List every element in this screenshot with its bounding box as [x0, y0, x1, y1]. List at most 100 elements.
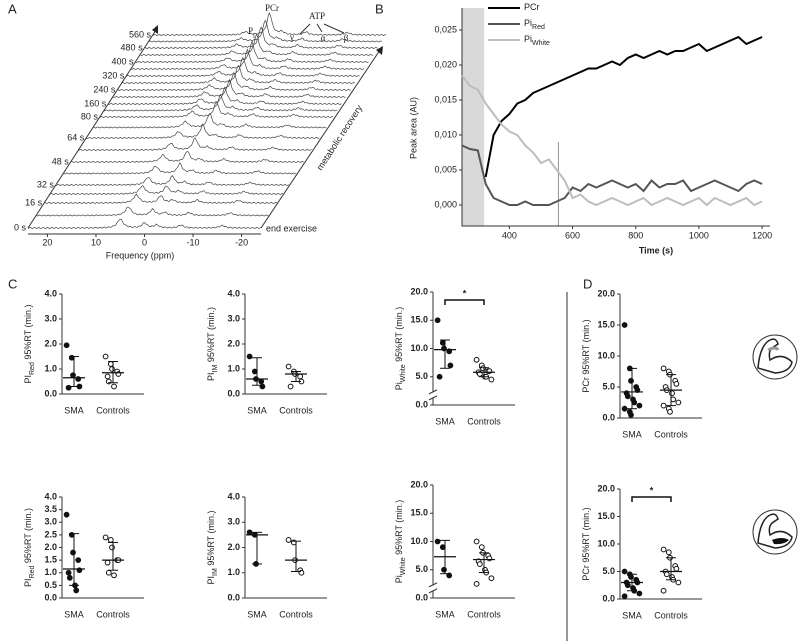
series-line — [461, 144, 763, 206]
data-point — [70, 372, 76, 379]
legend-label: PCr — [524, 2, 540, 12]
spectrum — [78, 137, 312, 152]
spectrum — [27, 218, 262, 230]
y-tick-label: 3.0 — [227, 313, 240, 323]
y-axis-label-part: Pi — [394, 382, 404, 390]
axis-break-gap — [429, 584, 437, 591]
data-point — [478, 544, 485, 551]
x-tick-label: 400 — [502, 230, 517, 240]
data-point — [670, 396, 677, 403]
data-point — [109, 544, 115, 551]
data-point — [660, 402, 667, 409]
y-axis-label-part: PCr 95%RT (min.) — [581, 319, 591, 392]
data-point — [628, 412, 634, 418]
spectrum — [121, 64, 356, 85]
y-axis-label-part: White — [400, 364, 407, 382]
data-point — [673, 381, 680, 387]
data-point — [246, 353, 253, 360]
x-tick-label: 20 — [42, 237, 52, 247]
data-point — [102, 534, 109, 541]
data-point — [488, 376, 495, 383]
data-point — [66, 574, 73, 581]
peak-label: γ — [289, 32, 294, 42]
time-label: 240 s — [93, 84, 116, 94]
data-point — [63, 342, 70, 349]
y-tick-label: 2.0 — [227, 542, 240, 552]
spectrum — [144, 26, 378, 50]
time-label: 16 s — [25, 197, 43, 207]
y-tick-label: 10.0 — [597, 350, 615, 360]
data-point — [631, 399, 638, 406]
x-axis-label: Frequency (ppm) — [106, 250, 175, 260]
y-tick-label: 2.0 — [44, 338, 57, 348]
data-point — [473, 580, 480, 587]
spectrum — [108, 86, 342, 106]
x-tick-label: -10 — [187, 237, 200, 247]
data-point — [104, 559, 111, 566]
y-tick-label: 5.0 — [415, 564, 428, 574]
data-point — [628, 574, 634, 580]
x-tick-label: Controls — [96, 609, 130, 619]
legend-label-part: Red — [532, 24, 545, 31]
y-tick-label: 0.0 — [602, 412, 615, 422]
y-axis-label-part: PI — [206, 576, 216, 585]
x-tick-label: Controls — [96, 405, 130, 415]
data-point — [439, 339, 446, 346]
x-tick-label: SMA — [247, 405, 267, 415]
y-axis-label-part: White — [400, 557, 407, 575]
x-tick-label: Controls — [654, 610, 688, 620]
y-tick-label: 10.0 — [410, 536, 428, 546]
time-label: 480 s — [121, 42, 144, 52]
y-tick-label: 0,000 — [434, 199, 457, 209]
y-axis-label-part: PI — [206, 372, 216, 381]
spectrum — [63, 162, 297, 175]
panel-label: B — [375, 1, 384, 16]
data-point — [624, 393, 631, 400]
y-tick-label: 15.0 — [410, 315, 428, 325]
y-tick-label: 15.0 — [597, 511, 615, 521]
x-tick-label: SMA — [622, 610, 642, 620]
data-point — [439, 544, 446, 551]
data-point — [434, 317, 441, 324]
panel-label: C — [8, 276, 17, 291]
spectrum — [92, 113, 327, 129]
y-tick-label: 0,005 — [434, 164, 457, 174]
spectrum — [49, 185, 284, 196]
time-label: 560 s — [129, 29, 152, 39]
y-axis-label-part: Red — [29, 566, 36, 579]
spectrum — [55, 174, 290, 187]
y-tick-label: 0.0 — [227, 388, 240, 398]
arrow-head — [152, 25, 158, 34]
y-axis-label: PCr 95%RT (min.) — [581, 319, 591, 392]
y-tick-label: 1.0 — [227, 363, 240, 373]
x-tick-label: 600 — [565, 230, 580, 240]
x-tick-label: 10 — [91, 237, 101, 247]
y-tick-label: 4.0 — [227, 491, 240, 501]
y-tick-label: 5.0 — [602, 566, 615, 576]
y-tick-label: 1.0 — [227, 567, 240, 577]
peak-label: ATP — [309, 11, 325, 21]
x-tick-label: SMA — [622, 429, 642, 439]
data-point — [665, 549, 672, 556]
data-point — [105, 569, 112, 576]
spectrum — [148, 19, 382, 43]
legend-label: PiWhite — [524, 34, 550, 47]
x-tick-label: Controls — [279, 405, 313, 415]
y-tick-label: 4.0 — [44, 288, 57, 298]
legend-label-part: PCr — [524, 2, 540, 12]
icon-arm — [752, 509, 798, 555]
data-point — [285, 537, 292, 543]
y-axis-label: PiWhite 95%RT (min.) — [394, 307, 407, 391]
data-point — [111, 383, 117, 390]
spectrum — [112, 78, 346, 99]
series-line — [484, 35, 763, 178]
time-label: 80 s — [81, 111, 99, 121]
spectrum — [130, 48, 365, 71]
peak-label: PCr — [265, 3, 279, 13]
y-axis-label-part: 95%RT (min.) — [206, 307, 216, 365]
y-tick-label: 1.0 — [44, 567, 57, 577]
panel-label: A — [8, 1, 17, 16]
series-line — [461, 74, 763, 207]
y-tick-label: 1.0 — [44, 363, 57, 373]
x-tick-label: SMA — [435, 609, 455, 619]
